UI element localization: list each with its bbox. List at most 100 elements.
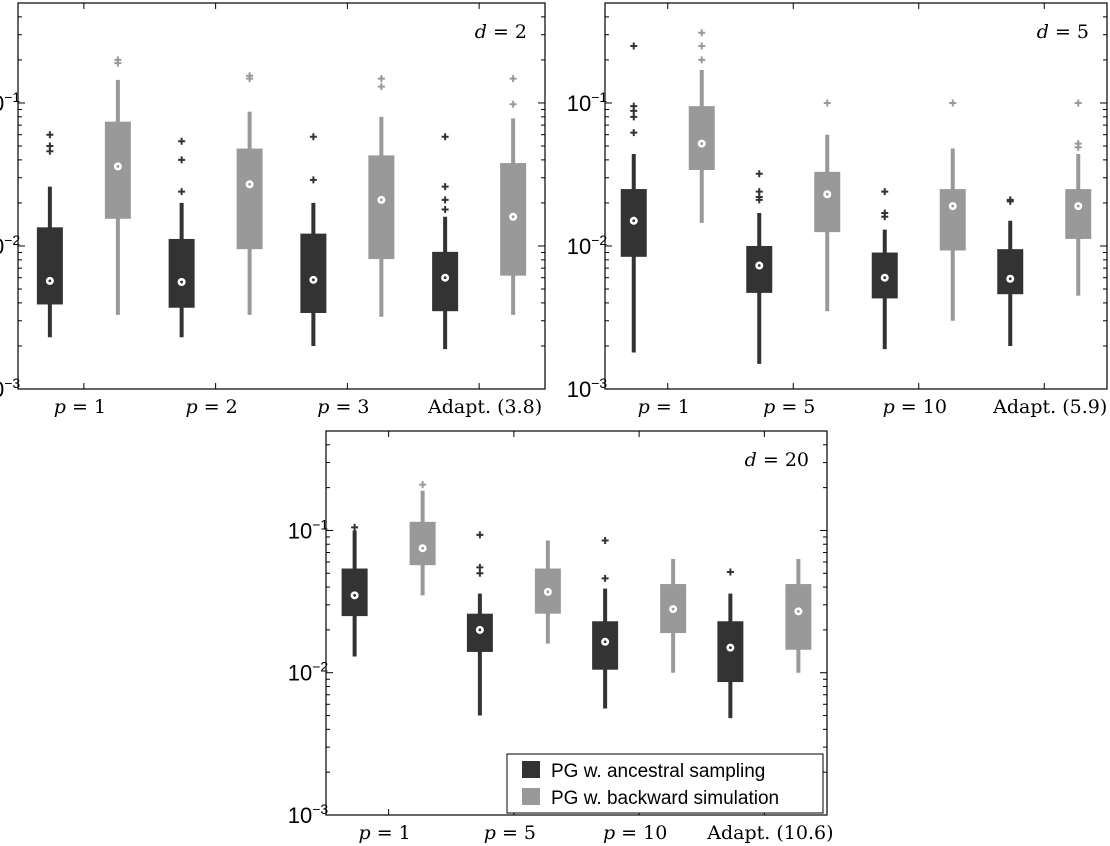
median-dot: [728, 646, 732, 650]
x-tick-label: p = 1: [638, 396, 690, 418]
flier: [309, 176, 317, 184]
y-tick-label: 10−1: [567, 89, 608, 116]
flier: [1006, 197, 1014, 205]
iqr-box: [688, 106, 715, 170]
flier: [1074, 99, 1082, 107]
legend-label-backward: PG w. backward simulation: [551, 788, 779, 809]
flier: [476, 531, 484, 539]
x-tick-label: p = 2: [185, 396, 237, 418]
ancestral-box-2: [466, 531, 493, 716]
x-tick-label: Adapt. (5.9): [992, 396, 1107, 418]
iqr-box: [168, 238, 195, 308]
median-dot: [248, 182, 252, 186]
backward-box-2: [236, 72, 263, 315]
median-dot: [421, 546, 425, 550]
legend-label-ancestral: PG w. ancestral sampling: [551, 761, 765, 782]
flier: [441, 205, 449, 213]
iqr-box: [785, 584, 812, 650]
x-tick-label: Adapt. (10.6): [706, 822, 833, 844]
flier: [441, 133, 449, 141]
ancestral-box-3: [871, 188, 898, 350]
y-tick-label: 10−2: [288, 659, 329, 686]
panel-d-20: 10−1 10−2 10−3 p = 1 p = 5 p = 10 Adapt. (10.6…: [288, 430, 833, 844]
median-dot: [379, 198, 383, 202]
backward-box-1: [104, 56, 131, 315]
y-tick-label: 10−1: [288, 516, 329, 543]
x-tick-label: p = 10: [603, 822, 667, 844]
flier: [178, 137, 186, 145]
median-dot: [353, 593, 357, 597]
legend: PG w. ancestral sampling PG w. backward s…: [506, 753, 824, 814]
flier: [630, 42, 638, 50]
flier: [114, 59, 122, 67]
ancestral-box-2: [168, 137, 195, 338]
median-dot: [825, 192, 829, 196]
median-dot: [951, 204, 955, 208]
median-dot: [116, 165, 120, 168]
median-dot: [700, 142, 704, 145]
backward-box-2: [534, 540, 561, 644]
median-dot: [632, 219, 636, 223]
backward-box-4: [785, 558, 812, 673]
flier: [509, 100, 517, 108]
x-tick-label: p = 10: [883, 396, 947, 418]
flier: [377, 83, 385, 91]
x-tick-label: p = 3: [317, 396, 369, 418]
median-dot: [511, 215, 515, 219]
x-tick-label: p = 5: [763, 396, 815, 418]
x-tick-label: p = 1: [358, 822, 410, 844]
flier: [46, 147, 54, 155]
ancestral-box-3: [592, 536, 619, 709]
flier: [698, 42, 706, 50]
median-dot: [478, 628, 482, 632]
flier: [178, 156, 186, 164]
flier: [601, 536, 609, 544]
flier: [949, 99, 957, 107]
median-dot: [180, 280, 184, 284]
iqr-box: [300, 233, 327, 313]
panel-title: d = 20: [745, 449, 809, 471]
panel-title: d = 2: [475, 21, 527, 43]
y-tick-label: 10−3: [567, 375, 608, 402]
flier: [1074, 143, 1082, 151]
median-dot: [883, 276, 887, 280]
flier: [419, 481, 427, 489]
plot-frame: [604, 2, 1108, 390]
y-tick-label: 10−2: [0, 232, 20, 259]
flier: [881, 213, 889, 221]
median-dot: [757, 264, 761, 267]
backward-box-1: [409, 481, 436, 596]
ancestral-box-4: [997, 196, 1024, 346]
median-dot: [603, 640, 607, 644]
median-dot: [546, 590, 550, 594]
flier: [178, 188, 186, 196]
median-dot: [796, 609, 800, 613]
ancestral-box-3: [300, 133, 327, 346]
median-dot: [671, 607, 675, 611]
flier: [823, 99, 831, 107]
flier: [441, 196, 449, 204]
ancestral-box-2: [746, 170, 773, 364]
flier: [630, 107, 638, 115]
iqr-box: [814, 171, 841, 233]
backward-box-4: [500, 75, 527, 315]
flier: [377, 75, 385, 83]
flier: [755, 170, 763, 178]
plot-frame: [325, 430, 828, 816]
flier: [698, 56, 706, 64]
ancestral-box-4: [717, 568, 744, 719]
backward-box-2: [814, 99, 841, 312]
y-tick-label: 10−3: [288, 801, 329, 828]
flier: [630, 129, 638, 137]
plot-frame: [17, 2, 546, 390]
iqr-box: [236, 148, 263, 250]
flier: [246, 75, 254, 83]
flier: [476, 563, 484, 571]
panel-d-2: 10−1 10−2 10−3 p = 1 p = 2 p = 3 Adapt. (3.8) d…: [0, 2, 546, 418]
flier: [476, 569, 484, 577]
flier: [881, 188, 889, 196]
median-dot: [1008, 277, 1012, 281]
iqr-box: [409, 521, 436, 566]
backward-box-3: [660, 558, 687, 673]
median-dot: [48, 279, 52, 283]
